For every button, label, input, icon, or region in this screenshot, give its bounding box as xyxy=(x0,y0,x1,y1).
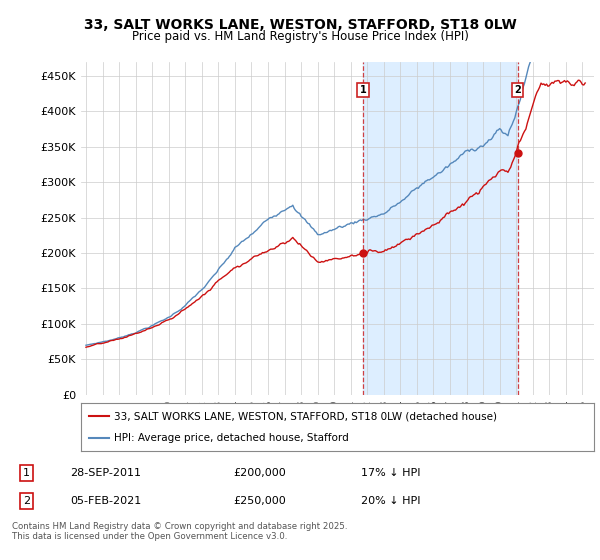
Text: 17% ↓ HPI: 17% ↓ HPI xyxy=(361,468,421,478)
Text: Price paid vs. HM Land Registry's House Price Index (HPI): Price paid vs. HM Land Registry's House … xyxy=(131,30,469,43)
Text: 20% ↓ HPI: 20% ↓ HPI xyxy=(361,496,421,506)
Text: Contains HM Land Registry data © Crown copyright and database right 2025.
This d: Contains HM Land Registry data © Crown c… xyxy=(12,522,347,542)
Text: 1: 1 xyxy=(23,468,30,478)
Text: £250,000: £250,000 xyxy=(233,496,286,506)
Text: 33, SALT WORKS LANE, WESTON, STAFFORD, ST18 0LW: 33, SALT WORKS LANE, WESTON, STAFFORD, S… xyxy=(83,18,517,32)
Text: 05-FEB-2021: 05-FEB-2021 xyxy=(70,496,142,506)
Bar xyxy=(363,62,518,395)
Text: 1: 1 xyxy=(360,85,367,95)
Text: 28-SEP-2011: 28-SEP-2011 xyxy=(70,468,141,478)
Text: £200,000: £200,000 xyxy=(233,468,286,478)
Text: 33, SALT WORKS LANE, WESTON, STAFFORD, ST18 0LW (detached house): 33, SALT WORKS LANE, WESTON, STAFFORD, S… xyxy=(115,411,497,421)
Text: 2: 2 xyxy=(514,85,521,95)
Text: 2: 2 xyxy=(23,496,30,506)
Text: HPI: Average price, detached house, Stafford: HPI: Average price, detached house, Staf… xyxy=(115,433,349,443)
